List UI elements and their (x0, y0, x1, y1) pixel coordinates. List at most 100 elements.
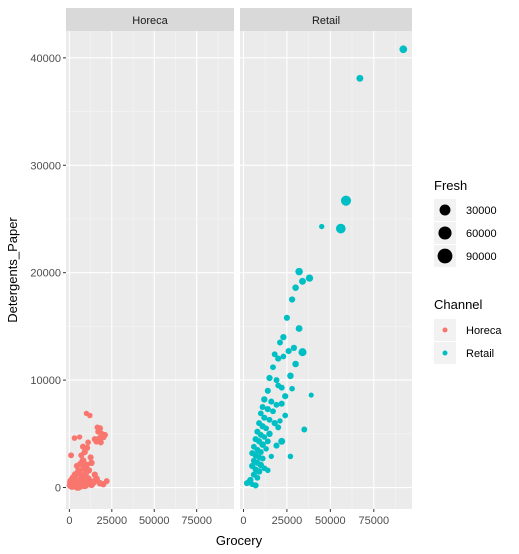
data-point (76, 434, 83, 440)
data-point (273, 442, 280, 449)
data-point (282, 412, 289, 419)
data-point (268, 453, 274, 460)
x-tick-label: 75000 (358, 515, 389, 527)
data-point (85, 439, 91, 446)
data-point (288, 296, 296, 303)
data-point (292, 284, 299, 291)
data-point (270, 408, 276, 415)
data-point (277, 339, 283, 346)
facet-retail: Retail 0 25000 50000 75000 (240, 8, 412, 527)
data-point (295, 325, 303, 332)
y-tick-label: 20000 (30, 268, 61, 280)
x-tick-label: 0 (240, 515, 246, 527)
data-point (264, 387, 271, 394)
size-legend-title: Fresh (434, 178, 467, 193)
data-point (273, 377, 280, 384)
data-point (94, 424, 101, 431)
y-tick-label: 0 (55, 483, 61, 495)
data-point (275, 382, 282, 389)
data-point (275, 355, 282, 362)
data-point (102, 431, 108, 438)
data-point (275, 424, 282, 431)
data-point (266, 374, 273, 382)
data-point (271, 419, 278, 427)
data-point (259, 455, 266, 462)
size-legend-label-3: 90000 (466, 251, 497, 263)
facet-horeca-label: Horeca (132, 15, 168, 27)
data-point (257, 410, 264, 417)
color-legend-title: Channel (434, 297, 483, 312)
data-point (68, 452, 75, 459)
data-point (289, 385, 295, 392)
data-point (287, 372, 294, 380)
x-tick-label: 0 (66, 515, 72, 527)
x-tick-label: 50000 (139, 515, 170, 527)
size-legend-keys (437, 204, 453, 264)
color-legend-key-retail (442, 350, 448, 356)
color-legend: Channel Horeca Retail (434, 297, 502, 364)
data-point (287, 453, 294, 460)
data-point (261, 434, 268, 440)
data-point (298, 348, 307, 357)
data-point (261, 396, 268, 403)
data-point (103, 478, 110, 485)
data-point (261, 414, 268, 421)
y-axis-title: Detergents_Paper (5, 217, 20, 323)
data-point (264, 405, 271, 413)
y-tick-label: 30000 (30, 160, 61, 172)
data-point (255, 468, 263, 475)
data-point (278, 437, 286, 445)
data-point (265, 467, 271, 474)
data-point (356, 74, 364, 82)
data-point (85, 467, 93, 474)
data-point (273, 401, 280, 408)
data-point (292, 360, 299, 368)
data-point (283, 314, 290, 321)
data-point (91, 471, 98, 478)
data-point (319, 223, 325, 230)
size-legend-key (437, 248, 453, 264)
data-point (97, 439, 104, 446)
y-tick-label: 10000 (30, 375, 61, 387)
data-point (73, 462, 81, 470)
data-point (268, 398, 275, 405)
data-point (290, 344, 298, 352)
data-point (71, 435, 78, 441)
facet-retail-points (243, 45, 408, 489)
data-point (257, 449, 264, 456)
data-point (280, 353, 287, 360)
data-point (87, 454, 94, 461)
data-point (266, 430, 273, 438)
data-point (252, 482, 259, 489)
x-tick-label: 50000 (315, 515, 346, 527)
y-tick-label: 40000 (30, 53, 61, 65)
data-point (282, 393, 289, 400)
data-point (259, 404, 266, 410)
facet-retail-label: Retail (312, 15, 340, 27)
data-point (75, 467, 83, 476)
data-point (278, 400, 285, 407)
facet-horeca: Horeca 0 25000 50000 75000 (66, 8, 234, 527)
facet-retail-strip (240, 8, 412, 31)
data-point (254, 474, 261, 481)
size-legend-key (438, 226, 452, 240)
data-point (266, 416, 273, 423)
x-tick-label: 25000 (272, 515, 303, 527)
y-axis: 0 10000 20000 30000 40000 (30, 53, 66, 495)
data-point (299, 277, 306, 285)
data-point (87, 412, 93, 419)
x-tick-label: 75000 (181, 515, 212, 527)
color-legend-label-horeca: Horeca (466, 325, 502, 337)
data-point (301, 426, 308, 433)
data-point (295, 267, 303, 276)
facet-horeca-x-axis: 0 25000 50000 75000 (66, 509, 212, 527)
size-legend: Fresh 30000 60000 90000 (434, 178, 497, 267)
facet-horeca-grid (66, 31, 234, 509)
data-point (270, 364, 276, 371)
color-legend-label-retail: Retail (466, 348, 494, 360)
data-point (308, 392, 314, 398)
data-point (285, 348, 292, 355)
data-point (79, 443, 87, 450)
data-point (243, 480, 250, 487)
